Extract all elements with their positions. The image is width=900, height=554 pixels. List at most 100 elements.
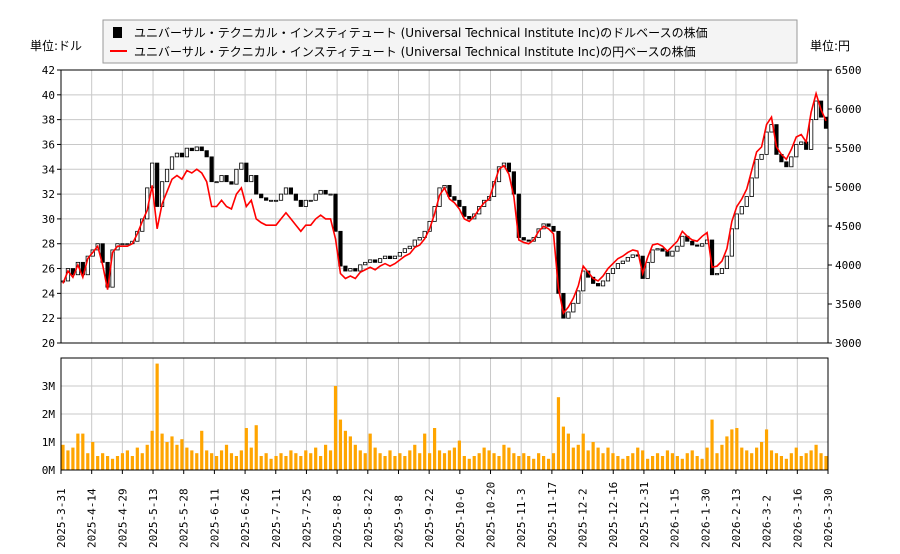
volume-bar [432,428,437,470]
usd-candle [204,150,209,158]
volume-bar [140,453,144,470]
volume-bar [76,433,80,470]
usd-candle [754,158,759,179]
volume-bar [160,433,164,470]
usd-candle [813,100,819,121]
legend-jpy-label: ユニバーサル・テクニカル・インスティテュート (Universal Techni… [134,44,696,59]
usd-candle [784,161,789,168]
usd-candle [690,240,695,246]
date-tick-label: 2025-10-6 [454,488,467,548]
usd-candle [526,239,531,242]
volume-bar [343,430,348,470]
volume-bar [170,436,174,470]
date-tick-label: 2025-6-26 [239,488,252,548]
volume-bar [373,447,377,470]
volume-tick-label: 2M [42,408,56,421]
usd-candles [60,100,829,319]
usd-candle [789,156,794,168]
volume-bar [700,458,704,470]
usd-candle [670,250,675,257]
date-tick-label: 2025-6-11 [208,488,221,548]
usd-candle [675,245,680,252]
left-tick-label: 22 [42,312,55,325]
left-tick-label: 20 [42,337,55,350]
usd-candle [259,193,264,199]
volume-bar [497,456,501,470]
usd-candle [417,237,422,241]
usd-candle [724,255,730,269]
volume-bar [314,447,318,470]
usd-candle [199,146,204,152]
usd-candle [368,259,373,263]
usd-candle [734,213,739,230]
legend-usd-marker [113,27,122,38]
volume-bar [428,453,432,470]
volume-bar [755,447,759,470]
usd-candle [521,237,526,241]
volume-bar [675,456,679,470]
usd-candle [595,283,601,287]
volume-bar [482,447,486,470]
legend: ユニバーサル・テクニカル・インスティテュート (Universal Techni… [102,19,798,64]
usd-candle [164,168,170,183]
date-tick-label: 2025-5-28 [178,488,191,548]
usd-candle [244,162,249,183]
volume-bar [101,453,105,470]
usd-candle [382,255,388,260]
usd-candle [224,175,229,183]
volume-bar [660,456,665,470]
usd-candle [680,235,685,247]
volume-bar [715,453,719,470]
usd-candle [219,175,224,183]
volume-bar [452,447,457,470]
usd-candle [571,302,576,313]
usd-candle [749,177,754,197]
volume-bar [541,456,546,470]
right-tick-label: 3000 [835,337,862,350]
volume-bar [655,453,660,470]
usd-candle [377,258,383,263]
volume-bar [591,442,595,470]
volume-bar [690,450,694,470]
volume-bar [294,453,298,470]
volume-bar [824,456,828,470]
volume-bar [546,458,551,470]
usd-candle [467,216,472,220]
volume-bar [586,450,590,470]
volume-bar [745,450,749,470]
volume-bar [472,456,476,470]
volume-bar [502,444,506,470]
volume-bar [274,456,278,470]
volume-bar [224,444,229,470]
volume-bar [81,433,85,470]
usd-candle [610,268,616,274]
left-tick-label: 32 [42,188,55,201]
volume-bar [259,456,263,470]
date-tick-label: 2025-8-22 [362,488,375,548]
volume-bar [195,453,199,470]
volume-bar [576,444,580,470]
volume-bar [467,458,471,470]
usd-candle [229,181,234,185]
usd-candle [214,181,219,184]
volume-bar [418,453,422,470]
usd-candle [794,144,799,158]
usd-candle [764,131,769,155]
usd-candle [620,260,625,264]
volume-bar [601,453,605,470]
volume-bar [175,444,179,470]
axes: 20 22 24 26 28 30 32 34 36 38 40 42 3000 3500 4000 4500… [42,64,862,548]
volume-bar [710,419,714,470]
volume-bar [764,429,769,470]
usd-candle [298,199,303,207]
volume-bar [423,433,427,470]
volume-bar [641,450,645,470]
date-tick-label: 2026-3-2 [761,495,774,548]
left-tick-label: 28 [42,238,55,251]
right-tick-label: 3500 [835,298,862,311]
volume-bar [769,450,774,470]
volume-bar [244,428,248,470]
volume-bar [740,447,744,470]
volume-bar [695,456,699,470]
